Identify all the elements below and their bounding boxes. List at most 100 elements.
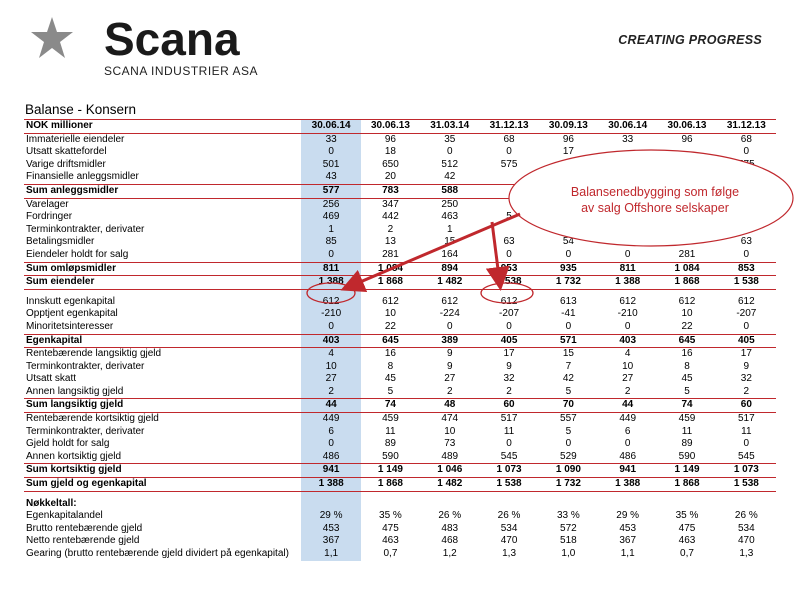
cell-value: 0 — [506, 438, 512, 450]
cell-value: 0 — [565, 248, 572, 260]
cell-value: 545 — [500, 450, 518, 462]
cell-value: 10 — [444, 425, 456, 437]
table-row: Egenkapital 403 645 389 405 571 403 645 405 — [24, 333, 776, 349]
cell-value: 0,7 — [383, 548, 398, 559]
row-label: Annen kortsiktig gjeld — [26, 450, 122, 462]
column-header-date: 30.09.13 — [538, 119, 599, 134]
row-label: Egenkapital — [24, 333, 302, 349]
cell-value: 60 — [716, 398, 776, 414]
spacer-row — [24, 491, 776, 498]
cell-value: 1 — [301, 223, 361, 237]
cell-value: 17 — [740, 348, 752, 360]
cell-value: 575 — [500, 158, 518, 170]
cell-value: 572 — [560, 522, 577, 534]
cell-value: 44 — [598, 398, 658, 414]
table-row: Egenkapitalandel 29 % 35 % 26 % 26 % 33 % 29 %… — [24, 510, 776, 523]
cell-value: 0 — [743, 438, 750, 450]
cell-value: 941 — [301, 463, 361, 479]
cell-value: 96 — [384, 133, 396, 145]
cell-value: 8 — [684, 360, 690, 372]
row-label: Sum gjeld og egenkapital — [24, 477, 302, 492]
cell-value: 33 — [301, 133, 361, 147]
column-header-date: 31.12.13 — [716, 119, 776, 134]
cell-value: 96 — [681, 133, 693, 145]
cell-value: 612 — [500, 295, 518, 307]
slogan: CREATING PROGRESS — [618, 33, 762, 47]
cell-value: 1,3 — [502, 548, 517, 559]
cell-value: 68 — [503, 133, 515, 145]
row-label: Innskutt egenkapital — [26, 295, 115, 307]
column-header-date: 30.06.13 — [657, 119, 717, 134]
cell-value: 10 — [681, 308, 693, 320]
cell-value: 1 538 — [479, 477, 539, 492]
cell-value: 10 — [622, 360, 634, 372]
cell-value: 1 868 — [657, 275, 717, 290]
table-row: Betalingsmidler 85 13 15 63 54 85 13 63 — [24, 236, 776, 249]
cell-value: 8 — [387, 360, 394, 372]
cell-value: 44 — [301, 398, 361, 414]
cell-value: 612 — [441, 295, 459, 307]
cell-value: 612 — [678, 295, 696, 307]
cell-value: 468 — [441, 535, 459, 547]
cell-value: 1 084 — [657, 261, 717, 276]
cell-value: 164 — [441, 248, 459, 260]
table-row: Innskutt egenkapital 612 612 612 612 613 612 61… — [24, 295, 776, 309]
cell-value: 463 — [441, 211, 459, 223]
cell-value: 0 — [506, 320, 512, 332]
cell-value: 0 — [301, 438, 361, 451]
row-label: Egenkapitalandel — [26, 510, 103, 522]
cell-value: 9 — [446, 348, 453, 360]
table-row: Terminkontrakter, derivater 10 8 9 9 7 10 8 9 — [24, 360, 776, 374]
cell-value: 13 — [681, 236, 693, 248]
table-row: Nøkkeltall: — [24, 497, 776, 511]
cell-value: 529 — [560, 450, 577, 462]
cell-value: 1,1 — [620, 548, 635, 559]
row-label: Sum kortsiktig gjeld — [24, 463, 302, 479]
cell-value: 17 — [503, 348, 515, 360]
cell-value — [479, 498, 538, 511]
cell-value: 575 — [737, 158, 755, 170]
cell-value — [539, 171, 598, 184]
cell-value: 1 073 — [716, 463, 776, 479]
table-row: Varige driftsmidler 501 650 512 575 575 — [24, 158, 776, 172]
cell-value — [657, 146, 716, 159]
cell-value: 1 482 — [420, 275, 480, 290]
cell-value: 1 388 — [598, 275, 658, 290]
cell-value: 4 — [301, 347, 361, 361]
cell-value: 85 — [301, 236, 361, 249]
cell-value: 612 — [301, 295, 361, 309]
cell-value: 63 — [503, 236, 515, 248]
row-label: Varelager — [26, 198, 69, 210]
cell-value: 11 — [741, 425, 752, 437]
cell-value — [657, 159, 716, 172]
cell-value: 7 — [565, 360, 572, 372]
cell-value — [420, 498, 479, 511]
cell-value: 1 868 — [657, 477, 717, 492]
cell-value: 650 — [382, 158, 399, 170]
row-label: Utsatt skattefordel — [26, 146, 107, 158]
cell-value: 612 — [382, 295, 399, 307]
cell-value: 45 — [384, 373, 396, 385]
table-row: Rentebærende langsiktig gjeld 4 16 9 17 15 4 16… — [24, 347, 776, 361]
row-label: Brutto rentebærende gjeld — [26, 522, 143, 534]
cell-value: 0 — [446, 146, 453, 158]
cell-value: 15 — [444, 236, 456, 248]
cell-value: 590 — [382, 450, 399, 462]
cell-value: -210 — [301, 308, 361, 321]
cell-value: 281 — [382, 248, 399, 260]
cell-value: 486 — [619, 450, 637, 462]
cell-value: 470 — [737, 535, 755, 547]
cell-value — [598, 224, 657, 237]
cell-value: 0 — [301, 320, 361, 334]
cell-value: 22 — [681, 320, 693, 332]
cell-value: 1 538 — [716, 275, 776, 290]
cell-value: 1 073 — [479, 463, 539, 479]
cell-value: 474 — [441, 413, 459, 425]
row-label: Fordringer — [26, 211, 73, 223]
column-header-date: 30.06.14 — [598, 119, 658, 134]
cell-value: 590 — [678, 450, 696, 462]
cell-value: 29 % — [301, 510, 361, 523]
cell-value: 483 — [441, 522, 459, 534]
cell-value — [301, 497, 361, 511]
cell-value: 6 — [301, 425, 361, 439]
